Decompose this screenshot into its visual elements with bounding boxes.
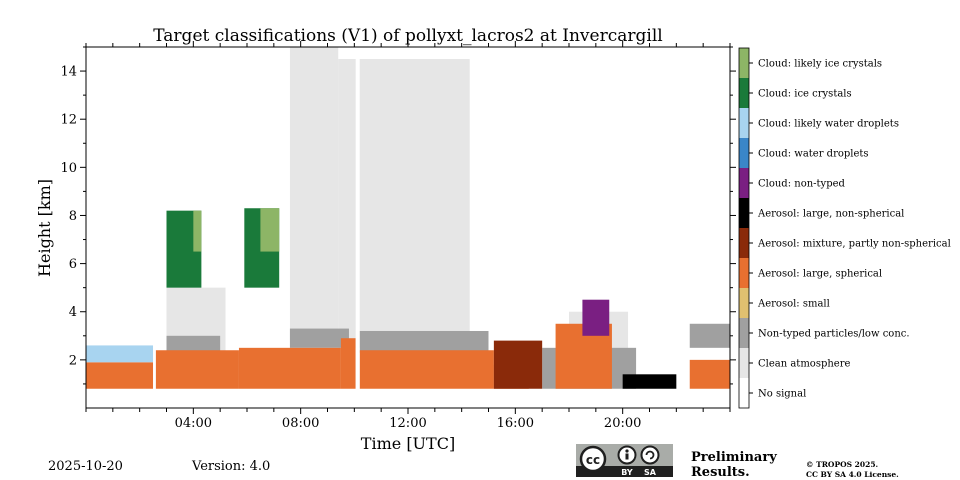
legend-label-aerosol-large-non-spherical: Aerosol: large, non-spherical — [757, 209, 904, 220]
region-cloud-likely-ice-crystals-20 — [193, 210, 202, 252]
legend-label-cloud-non-typed: Cloud: non-typed — [758, 179, 846, 190]
legend-label-aerosol-mixture-partly-non-spherical: Aerosol: mixture, partly non-spherical — [757, 239, 951, 250]
legend-swatch-cloud-likely-water-droplets — [739, 108, 749, 138]
legend-swatch-cloud-water-droplets — [739, 138, 749, 168]
y-tick-label-14: 14 — [60, 65, 77, 80]
y-tick-label-2: 2 — [69, 353, 77, 368]
legend-label-cloud-likely-ice-crystals: Cloud: likely ice crystals — [758, 59, 882, 70]
region-non-typed-particles-low-conc--8 — [689, 323, 730, 348]
region-aerosol-mixture-partly-non-spherical-22 — [493, 340, 543, 389]
y-tick-label-8: 8 — [69, 209, 77, 224]
footer-version: Version: 4.0 — [191, 459, 270, 474]
by-person-head — [625, 449, 629, 453]
y-tick-label-12: 12 — [60, 113, 77, 128]
x-tick-label-16: 16:00 — [497, 416, 534, 431]
footer-date: 2025-10-20 — [48, 459, 123, 474]
x-tick-label-20: 20:00 — [604, 416, 641, 431]
cc-logo-icon — [579, 445, 607, 473]
region-aerosol-large-spherical-11 — [238, 347, 341, 389]
region-aerosol-large-spherical-12 — [340, 338, 356, 389]
y-tick-label-10: 10 — [60, 161, 77, 176]
gap-1 — [355, 47, 360, 408]
legend-swatch-cloud-non-typed — [739, 168, 749, 198]
plot-area — [86, 47, 730, 408]
x-tick-label-12: 12:00 — [389, 416, 426, 431]
region-aerosol-large-spherical-16 — [689, 359, 730, 389]
legend-label-aerosol-small: Aerosol: small — [757, 299, 830, 310]
preliminary-text-line1: Preliminary — [691, 450, 777, 465]
legend-swatch-aerosol-large-spherical — [739, 258, 749, 288]
legend-swatch-aerosol-large-non-spherical — [739, 198, 749, 228]
y-axis-label: Height [km] — [35, 179, 54, 277]
gap-0 — [153, 47, 156, 408]
y-tick-label-6: 6 — [69, 257, 77, 272]
legend-label-no-signal: No signal — [758, 389, 806, 400]
region-aerosol-large-spherical-9 — [86, 362, 154, 389]
legend-swatch-aerosol-mixture-partly-non-spherical — [739, 228, 749, 258]
legend-label-non-typed-particles-low-conc: Non-typed particles/low conc. — [758, 329, 910, 340]
x-axis-label: Time [UTC] — [361, 434, 455, 453]
chart-title: Target classifications (V1) of pollyxt_l… — [153, 26, 662, 46]
cc-by-label: BY — [621, 468, 633, 477]
by-person-body — [625, 453, 629, 460]
region-clean-atmosphere-1 — [338, 59, 470, 348]
sa-share-arc — [645, 450, 655, 460]
region-aerosol-large-spherical-13 — [359, 350, 494, 389]
cc-sa-label: SA — [644, 468, 657, 477]
legend: Cloud: likely ice crystals Cloud: ice cry… — [738, 47, 951, 409]
legend-label-cloud-water-droplets: Cloud: water droplets — [758, 149, 869, 160]
cc-license-badge: cc BY SA — [576, 444, 673, 477]
legend-swatch-clean-atmosphere — [739, 348, 749, 378]
x-tick-label-8: 08:00 — [282, 416, 319, 431]
cc-badge-bar — [576, 466, 673, 477]
sa-share-icon — [640, 445, 660, 465]
region-cloud-likely-water-droplets-17 — [86, 345, 154, 363]
region-non-typed-particles-low-conc--4 — [289, 328, 349, 348]
copyright-line2: CC BY SA 4.0 License. — [806, 470, 899, 479]
legend-swatch-non-typed-particles-low-conc — [739, 318, 749, 348]
region-cloud-likely-ice-crystals-21 — [260, 208, 280, 252]
region-non-typed-particles-low-conc--5 — [359, 330, 489, 353]
legend-frame — [738, 47, 750, 409]
legend-swatch-cloud-ice-crystals — [739, 78, 749, 108]
legend-label-clean-atmosphere: Clean atmosphere — [758, 359, 851, 370]
cc-logo-text: cc — [586, 453, 600, 467]
legend-swatch-cloud-likely-ice-crystals — [739, 48, 749, 78]
x-tick-label-4: 04:00 — [175, 416, 212, 431]
region-non-typed-particles-low-conc--6 — [166, 335, 221, 353]
legend-swatch-aerosol-small — [739, 288, 749, 318]
preliminary-text-line2: Results. — [691, 465, 750, 480]
region-cloud-non-typed-23 — [582, 299, 610, 336]
legend-label-cloud-likely-water-droplets: Cloud: likely water droplets — [758, 119, 899, 130]
region-aerosol-large-spherical-10 — [155, 350, 239, 389]
legend-swatch-no-signal — [739, 378, 749, 408]
legend-label-aerosol-large-spherical: Aerosol: large, spherical — [757, 269, 882, 280]
axes: 04:00 08:00 12:00 16:00 20:00 2 4 6 8 10 12 14 — [60, 41, 736, 431]
region-aerosol-large-non-spherical-24 — [622, 374, 677, 389]
region-clean-atmosphere-0 — [289, 47, 339, 341]
y-tick-label-4: 4 — [69, 305, 77, 320]
copyright-line1: © TROPOS 2025. — [806, 460, 878, 469]
legend-label-cloud-ice-crystals: Cloud: ice crystals — [758, 89, 852, 100]
